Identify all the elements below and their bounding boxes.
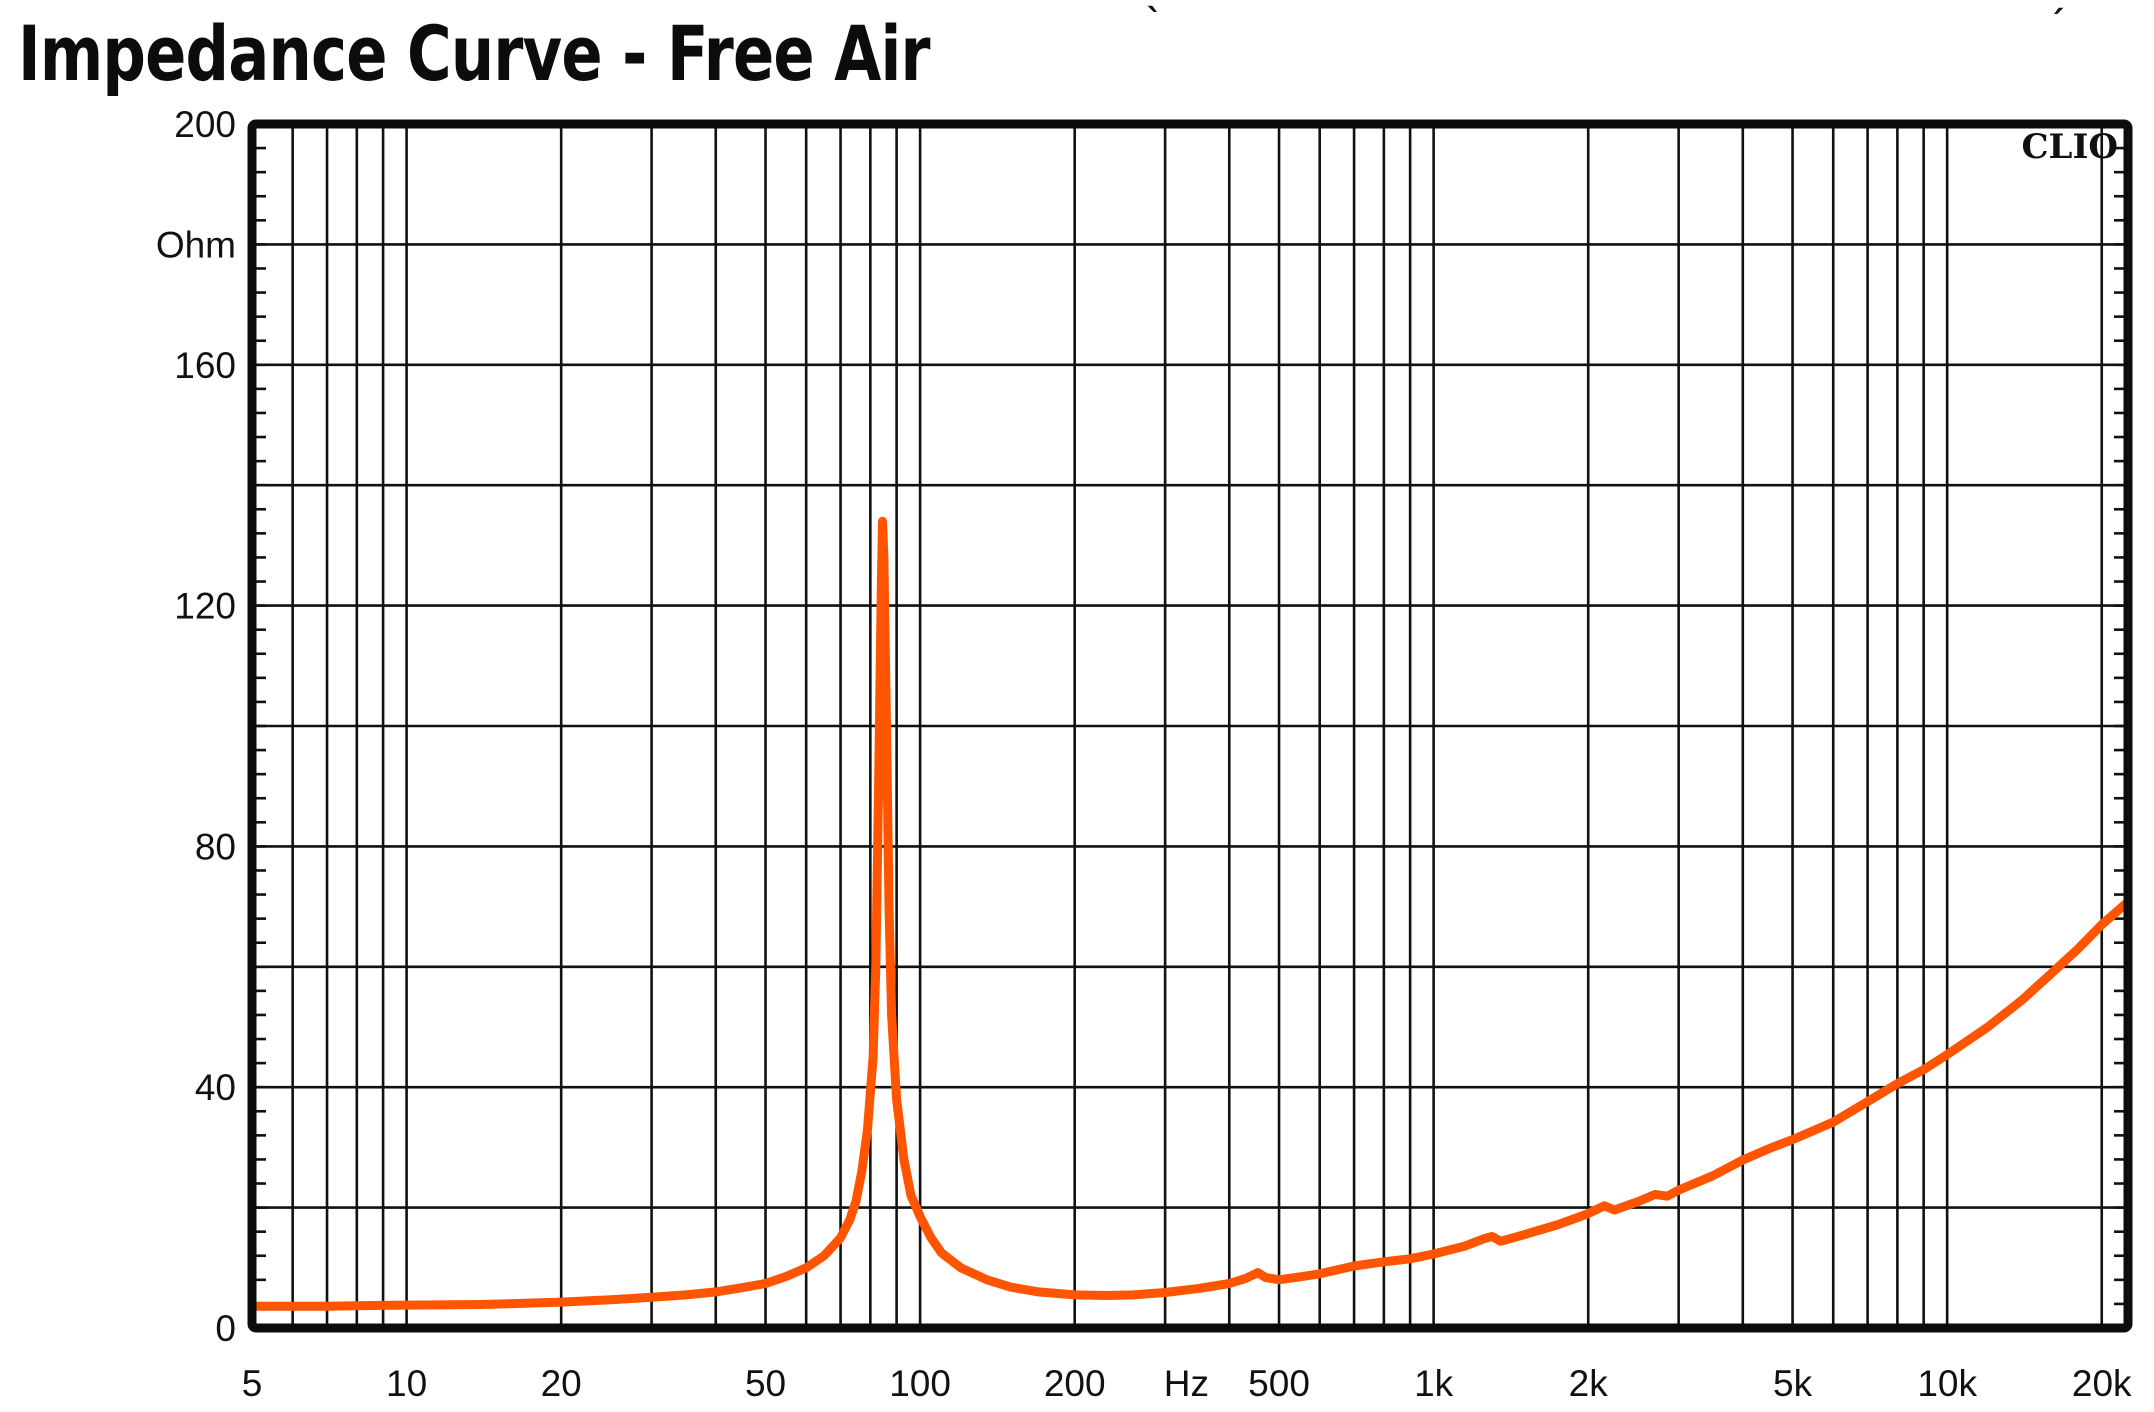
y-tick-label: 0 — [215, 1308, 236, 1349]
x-tick-label: 1k — [1414, 1363, 1454, 1404]
x-tick-label: 500 — [1248, 1363, 1310, 1404]
x-tick-label: 5 — [242, 1363, 263, 1404]
y-tick-label: 80 — [195, 826, 236, 867]
y-axis-labels: 200 Ohm 160 120 80 40 0 — [156, 104, 236, 1349]
chart-title: Impedance Curve - Free Air — [18, 9, 930, 98]
x-tick-label: 200 — [1044, 1363, 1106, 1404]
y-tick-label: 40 — [195, 1067, 236, 1108]
x-tick-label: 10k — [1917, 1363, 1977, 1404]
y-tick-label: 160 — [174, 345, 236, 386]
y-tick-label: Ohm — [156, 224, 236, 265]
x-tick-label: 5k — [1773, 1363, 1813, 1404]
x-tick-label: 10 — [386, 1363, 427, 1404]
x-tick-label: 50 — [745, 1363, 786, 1404]
x-tick-label: 20k — [2072, 1363, 2132, 1404]
x-tick-label: 20 — [541, 1363, 582, 1404]
y-tick-label: 200 — [174, 104, 236, 145]
x-axis-labels: 5 10 20 50 100 200 Hz 500 1k 2k 5k 10k 20k — [242, 1363, 2132, 1404]
impedance-curve — [247, 516, 2133, 1311]
stray-mark-left: ` — [1146, 2, 1163, 42]
x-tick-label: 2k — [1569, 1363, 1609, 1404]
x-tick-label: Hz — [1164, 1363, 1209, 1404]
stray-mark-right: ´ — [2048, 4, 2065, 44]
grid-lines — [252, 124, 2128, 1328]
y-tick-label: 120 — [174, 586, 236, 627]
clio-watermark: CLIO — [2022, 127, 2119, 167]
x-tick-label: 100 — [889, 1363, 951, 1404]
plot-frame — [247, 119, 2133, 1333]
